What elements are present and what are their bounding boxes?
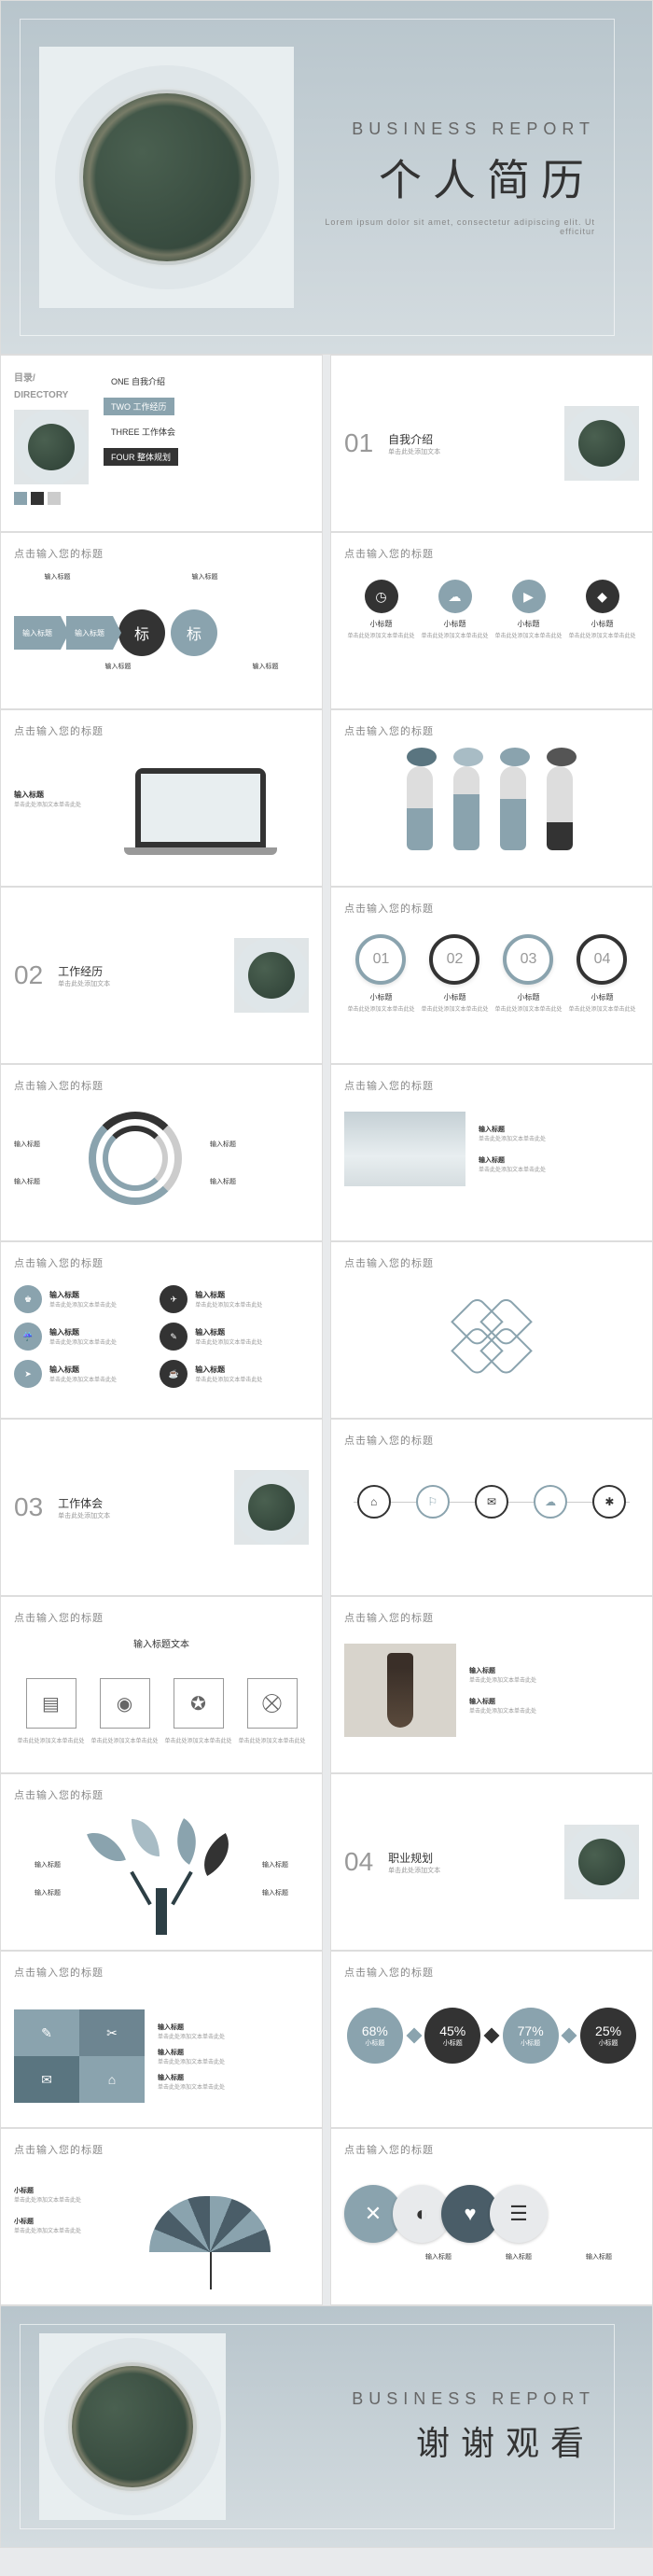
directory-slide: 目录/DIRECTORY ONE 自我介绍 TWO 工作经历 THREE 工作体… — [0, 355, 323, 532]
box-icon: ▤ — [26, 1678, 76, 1729]
pct-circle: 45%小标题 — [424, 2008, 480, 2064]
section-01-slide: 01 自我介绍 单击此处添加文本 — [330, 355, 653, 532]
icon-item: ▶小标题单击此处添加文本单击此处 — [492, 580, 565, 639]
umbrella-slide: 点击输入您的标题 小标题 单击此处添加文本单击此处 小标题 单击此处添加文本单击… — [0, 2128, 323, 2305]
circle-chart-slide: 点击输入您的标题 输入标题 输入标题 输入标题 输入标题 — [0, 1064, 323, 1241]
pct-circle: 68%小标题 — [347, 2008, 403, 2064]
num-circle: 02小标题单击此处添加文本单击此处 — [421, 934, 488, 1013]
hero-subtitle: BUSINESS REPORT — [294, 119, 595, 139]
hero-title: 个人简历 — [294, 147, 595, 208]
footer-slide: BUSINESS REPORT 谢谢观看 — [0, 2305, 653, 2548]
section-04-slide: 04 职业规划 单击此处添加文本 — [330, 1773, 653, 1951]
timeline-node: ⚐ — [416, 1485, 450, 1519]
icon-item: ◆小标题单击此处添加文本单击此处 — [565, 580, 639, 639]
guitar-image — [344, 1644, 456, 1737]
dir-sub: DIRECTORY — [14, 390, 68, 400]
puzzle-slide: 点击输入您的标题 ✎ ✂ ✉ ⌂ 输入标题 单击此处添加文本单击此处 输入标题 … — [0, 1951, 323, 2128]
icon-row-slide: 点击输入您的标题 ◷小标题单击此处添加文本单击此处☁小标题单击此处添加文本单击此… — [330, 532, 653, 709]
icon-grid-item: ➤输入标题单击此处添加文本单击此处 — [14, 1360, 146, 1388]
icon-grid-item: ☕输入标题单击此处添加文本单击此处 — [160, 1360, 292, 1388]
umbrella-icon — [149, 2196, 271, 2252]
box-icons-slide: 点击输入您的标题 输入标题文本 ▤◉✪⛒ 单击此处添加文本单击此处单击此处添加文… — [0, 1596, 323, 1773]
icon-grid-slide: 点击输入您的标题 ♚输入标题单击此处添加文本单击此处✈输入标题单击此处添加文本单… — [0, 1241, 323, 1419]
icon-grid-item: ☔输入标题单击此处添加文本单击此处 — [14, 1323, 146, 1351]
pct-circle: 25%小标题 — [580, 2008, 636, 2064]
timeline-node: ⌂ — [357, 1485, 391, 1519]
timeline-slide: 点击输入您的标题 ⌂⚐✉☁✱ — [330, 1419, 653, 1596]
timeline-node: ✱ — [592, 1485, 626, 1519]
num-circles-slide: 点击输入您的标题 01小标题单击此处添加文本单击此处02小标题单击此处添加文本单… — [330, 887, 653, 1064]
box-icon: ◉ — [100, 1678, 150, 1729]
section-03-slide: 03 工作体会 单击此处添加文本 — [0, 1419, 323, 1596]
icon-grid-item: ✎输入标题单击此处添加文本单击此处 — [160, 1323, 292, 1351]
section-02-slide: 02 工作经历 单击此处添加文本 — [0, 887, 323, 1064]
pill — [453, 757, 483, 850]
pct-slide: 点击输入您的标题 68%小标题45%小标题77%小标题25%小标题 — [330, 1951, 653, 2128]
box-icon: ✪ — [174, 1678, 224, 1729]
num-circle: 01小标题单击此处添加文本单击此处 — [347, 934, 414, 1013]
pill — [407, 757, 437, 850]
icon-grid-item: ♚输入标题单击此处添加文本单击此处 — [14, 1285, 146, 1313]
pct-circle: 77%小标题 — [503, 2008, 559, 2064]
tree-slide: 点击输入您的标题 输入标题 输入标题 输入标题 输入标题 — [0, 1773, 323, 1951]
pill — [500, 757, 530, 850]
laptop-slide: 点击输入您的标题 输入标题 单击此处添加文本单击此处 — [0, 709, 323, 887]
dir-title: 目录/ — [14, 373, 35, 384]
guitar-slide: 点击输入您的标题 输入标题 单击此处添加文本单击此处 输入标题 单击此处添加文本… — [330, 1596, 653, 1773]
snow-image — [344, 1112, 465, 1186]
icon-item: ◷小标题单击此处添加文本单击此处 — [344, 580, 418, 639]
icon-item: ☁小标题单击此处添加文本单击此处 — [418, 580, 492, 639]
hero-lorem: Lorem ipsum dolor sit amet, consectetur … — [294, 217, 595, 236]
num-circle: 03小标题单击此处添加文本单击此处 — [494, 934, 562, 1013]
num-circle: 04小标题单击此处添加文本单击此处 — [568, 934, 635, 1013]
pill — [547, 757, 577, 850]
timeline-node: ✉ — [475, 1485, 508, 1519]
icon-grid-item: ✈输入标题单击此处添加文本单击此处 — [160, 1285, 292, 1313]
photo-text-slide: 点击输入您的标题 输入标题 单击此处添加文本单击此处 输入标题 单击此处添加文本… — [330, 1064, 653, 1241]
diamond-slide: 点击输入您的标题 — [330, 1241, 653, 1419]
tool-chain-slide: 点击输入您的标题 ✕ ◐ ♥ ☰ 输入标题输入标题输入标题 — [330, 2128, 653, 2305]
cactus-image — [39, 47, 294, 308]
pills-slide: 点击输入您的标题 — [330, 709, 653, 887]
hero-slide: BUSINESS REPORT 个人简历 Lorem ipsum dolor s… — [0, 0, 653, 355]
timeline-node: ☁ — [534, 1485, 567, 1519]
arrow-flow-slide: 点击输入您的标题 输入标题输入标题 输入标题 输入标题 标 标 输入标题输入标题 — [0, 532, 323, 709]
box-icon: ⛒ — [247, 1678, 298, 1729]
